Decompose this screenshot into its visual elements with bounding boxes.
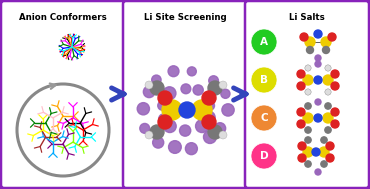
Circle shape xyxy=(163,87,176,100)
Circle shape xyxy=(159,114,169,125)
Circle shape xyxy=(325,103,331,109)
Circle shape xyxy=(181,84,191,94)
Circle shape xyxy=(298,142,306,150)
Circle shape xyxy=(145,131,153,139)
Circle shape xyxy=(315,99,321,105)
Circle shape xyxy=(305,161,311,167)
Circle shape xyxy=(143,86,155,98)
Circle shape xyxy=(222,104,234,116)
Circle shape xyxy=(209,76,218,85)
Circle shape xyxy=(179,102,195,118)
Circle shape xyxy=(312,148,320,156)
Circle shape xyxy=(297,82,305,90)
Circle shape xyxy=(323,46,330,53)
Circle shape xyxy=(321,37,331,47)
Circle shape xyxy=(315,55,321,61)
Circle shape xyxy=(185,143,197,155)
Circle shape xyxy=(325,65,331,71)
Circle shape xyxy=(305,89,311,95)
Circle shape xyxy=(150,125,164,139)
Text: C: C xyxy=(260,113,268,123)
Circle shape xyxy=(321,161,327,167)
Circle shape xyxy=(297,70,305,78)
Circle shape xyxy=(193,85,203,95)
Circle shape xyxy=(325,127,331,133)
Circle shape xyxy=(323,75,333,85)
Circle shape xyxy=(314,30,322,38)
Text: Li Site Screening: Li Site Screening xyxy=(144,13,226,22)
Circle shape xyxy=(168,66,179,77)
Circle shape xyxy=(331,70,339,78)
Circle shape xyxy=(297,108,305,116)
Circle shape xyxy=(326,142,334,150)
Circle shape xyxy=(164,120,176,132)
Circle shape xyxy=(221,89,230,98)
Circle shape xyxy=(140,123,149,133)
Circle shape xyxy=(208,81,222,95)
Text: D: D xyxy=(260,151,268,161)
Circle shape xyxy=(315,169,321,175)
Circle shape xyxy=(152,75,161,84)
Circle shape xyxy=(158,101,167,110)
Circle shape xyxy=(303,147,313,157)
Circle shape xyxy=(305,137,311,143)
Circle shape xyxy=(219,81,227,89)
Circle shape xyxy=(202,115,216,129)
Circle shape xyxy=(328,33,336,41)
Text: B: B xyxy=(260,75,268,85)
Circle shape xyxy=(196,120,208,132)
Circle shape xyxy=(297,120,305,128)
Circle shape xyxy=(137,103,149,115)
Circle shape xyxy=(251,29,277,55)
Circle shape xyxy=(314,76,322,84)
Circle shape xyxy=(300,33,308,41)
Circle shape xyxy=(203,111,215,123)
Circle shape xyxy=(303,75,313,85)
Circle shape xyxy=(331,120,339,128)
Circle shape xyxy=(306,46,313,53)
Circle shape xyxy=(331,82,339,90)
Text: Anion Conformers: Anion Conformers xyxy=(19,13,107,22)
FancyBboxPatch shape xyxy=(245,1,369,188)
Circle shape xyxy=(305,103,311,109)
Circle shape xyxy=(314,114,322,122)
Text: A: A xyxy=(260,37,268,47)
Circle shape xyxy=(315,61,321,67)
Circle shape xyxy=(153,137,164,148)
Circle shape xyxy=(205,101,215,110)
Circle shape xyxy=(187,67,196,76)
Circle shape xyxy=(321,137,327,143)
Circle shape xyxy=(202,91,216,105)
Circle shape xyxy=(251,105,277,131)
Circle shape xyxy=(325,89,331,95)
Circle shape xyxy=(158,91,172,105)
Circle shape xyxy=(305,37,315,47)
Circle shape xyxy=(179,125,191,136)
Circle shape xyxy=(298,154,306,162)
Circle shape xyxy=(158,115,172,129)
Circle shape xyxy=(303,113,313,123)
Circle shape xyxy=(319,147,329,157)
Circle shape xyxy=(214,123,226,134)
Circle shape xyxy=(208,125,222,139)
Circle shape xyxy=(169,141,181,153)
Circle shape xyxy=(326,154,334,162)
Circle shape xyxy=(150,81,164,95)
Circle shape xyxy=(219,131,227,139)
Text: Li Salts: Li Salts xyxy=(289,13,325,22)
Circle shape xyxy=(331,108,339,116)
Circle shape xyxy=(305,127,311,133)
Circle shape xyxy=(323,113,333,123)
Circle shape xyxy=(204,131,216,143)
Circle shape xyxy=(305,65,311,71)
Circle shape xyxy=(192,100,212,120)
FancyBboxPatch shape xyxy=(1,1,125,188)
Circle shape xyxy=(145,81,153,89)
Circle shape xyxy=(251,67,277,93)
Circle shape xyxy=(251,143,277,169)
Circle shape xyxy=(162,100,182,120)
FancyBboxPatch shape xyxy=(123,1,247,188)
